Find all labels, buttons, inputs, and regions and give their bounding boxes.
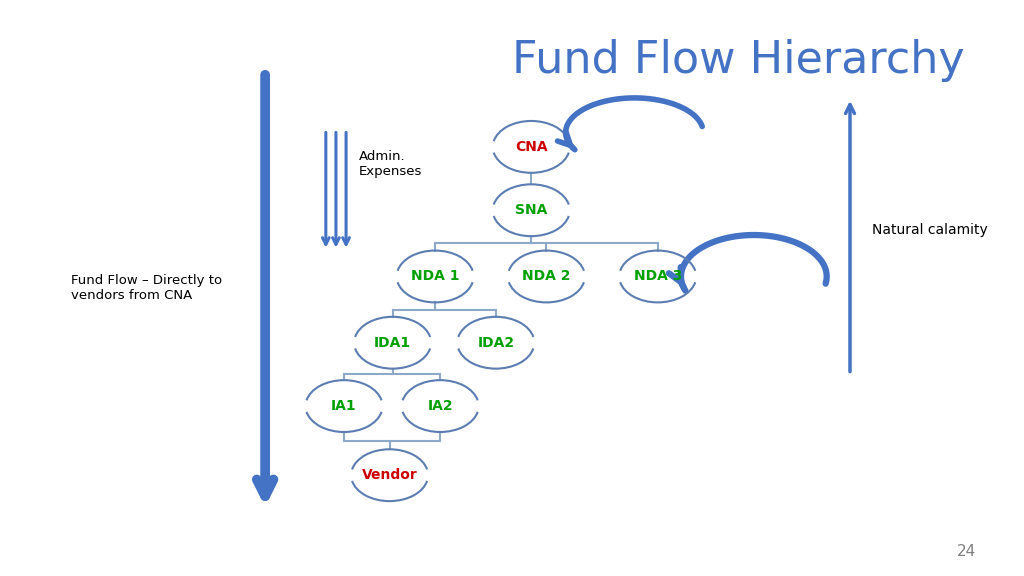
Text: Fund Flow Hierarchy: Fund Flow Hierarchy — [512, 39, 965, 82]
Text: NDA 2: NDA 2 — [522, 270, 570, 283]
Text: Fund Flow – Directly to
vendors from CNA: Fund Flow – Directly to vendors from CNA — [71, 274, 222, 302]
Text: IA2: IA2 — [427, 399, 453, 413]
Text: NDA 1: NDA 1 — [411, 270, 460, 283]
Text: SNA: SNA — [515, 203, 548, 217]
Text: CNA: CNA — [515, 140, 548, 154]
Text: IA1: IA1 — [331, 399, 356, 413]
Text: 24: 24 — [957, 544, 977, 559]
Text: Vendor: Vendor — [361, 468, 418, 482]
Text: Natural calamity: Natural calamity — [872, 223, 988, 237]
Text: IDA1: IDA1 — [374, 336, 412, 350]
Text: NDA 3: NDA 3 — [634, 270, 682, 283]
Text: Admin.
Expenses: Admin. Expenses — [359, 150, 423, 178]
Text: IDA2: IDA2 — [477, 336, 514, 350]
